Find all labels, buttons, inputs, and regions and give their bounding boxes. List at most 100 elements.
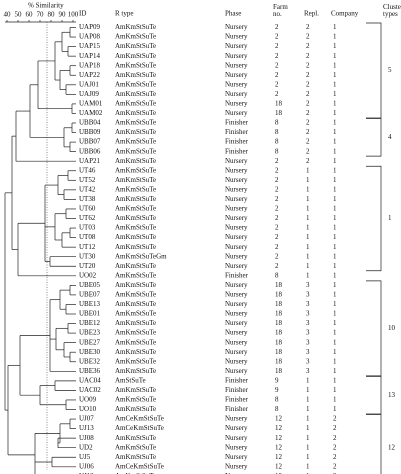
cell: 1 xyxy=(306,166,310,174)
cell: Nursery xyxy=(225,176,248,184)
cell: AmKmStSuTe xyxy=(115,195,156,203)
cell: AmKmStSuTe xyxy=(115,453,156,461)
cell: UBE01 xyxy=(79,310,101,318)
cell: 18 xyxy=(275,329,283,337)
cell: AmKmStSuTe xyxy=(115,291,156,299)
cell: UT03 xyxy=(79,224,96,232)
cell: 1 xyxy=(306,233,310,241)
cell: AmKmStSuTe xyxy=(115,443,156,451)
cell: 2 xyxy=(306,90,310,98)
cell: UAP08 xyxy=(79,33,101,41)
cell: 1 xyxy=(333,61,337,69)
cell: 2 xyxy=(333,443,337,451)
cell: 1 xyxy=(306,205,310,213)
cell: 18 xyxy=(275,109,283,117)
cell: AmKmStSuTe xyxy=(115,367,156,375)
cell: Nursery xyxy=(225,415,248,423)
cell: UAJ09 xyxy=(79,90,99,98)
column-header: Company xyxy=(331,10,359,18)
cell: Nursery xyxy=(225,233,248,241)
cell: 2 xyxy=(275,23,279,31)
cell: Nursery xyxy=(225,434,248,442)
cell: UAJ01 xyxy=(79,80,99,88)
cell: UAP21 xyxy=(79,157,101,165)
cell: AmKmStSuTe xyxy=(115,224,156,232)
cell: UT46 xyxy=(79,166,96,174)
cell: Nursery xyxy=(225,224,248,232)
cell: Nursery xyxy=(225,71,248,79)
cell: AmKmStSuTe xyxy=(115,100,156,108)
cell: Nursery xyxy=(225,157,248,165)
cell: AmKmStSuTe xyxy=(115,357,156,365)
cell: 1 xyxy=(306,405,310,413)
cluster-label: 13 xyxy=(388,391,396,399)
cell: Nursery xyxy=(225,357,248,365)
cluster-label: 5 xyxy=(388,66,392,74)
cluster-bracket xyxy=(366,414,382,474)
cell: Nursery xyxy=(225,33,248,41)
cell: UBB04 xyxy=(79,119,101,127)
axis-tick-label: 90 xyxy=(59,11,67,19)
cell: 1 xyxy=(306,262,310,270)
cell: 1 xyxy=(333,109,337,117)
cell: 2 xyxy=(333,472,337,474)
cell: 2 xyxy=(275,185,279,193)
cluster-label: 1 xyxy=(388,214,392,222)
cell: 2 xyxy=(306,61,310,69)
cell: UJ12 xyxy=(79,472,94,474)
cell: Finisher xyxy=(225,147,249,155)
cell: 1 xyxy=(333,271,337,279)
cell: 2 xyxy=(306,100,310,108)
cell: UO09 xyxy=(79,396,97,404)
cell: 1 xyxy=(333,195,337,203)
column-header: Phase xyxy=(225,10,241,18)
cell: Nursery xyxy=(225,291,248,299)
cell: 3 xyxy=(306,357,310,365)
cell: UJ13 xyxy=(79,424,94,432)
cell: Nursery xyxy=(225,310,248,318)
cell: 1 xyxy=(306,224,310,232)
cluster-bracket xyxy=(366,118,382,157)
cell: AmKmStSuTe xyxy=(115,138,156,146)
cell: AmKmStSuTe xyxy=(115,396,156,404)
cell: UT52 xyxy=(79,176,96,184)
cell: Nursery xyxy=(225,262,248,270)
cell: 1 xyxy=(333,224,337,232)
cell: 1 xyxy=(333,138,337,146)
cell: 18 xyxy=(275,300,283,308)
cell: 2 xyxy=(275,90,279,98)
cell: Nursery xyxy=(225,185,248,193)
cell: AmKmStSuTe xyxy=(115,262,156,270)
cell: 1 xyxy=(306,176,310,184)
axis-tick-label: 70 xyxy=(37,11,45,19)
cell: Finisher xyxy=(225,271,249,279)
cell: 1 xyxy=(333,185,337,193)
cell: 8 xyxy=(275,128,279,136)
cell: 1 xyxy=(306,271,310,279)
cell: AmKmStSuTe xyxy=(115,80,156,88)
cell: Finisher xyxy=(225,386,249,394)
cell: AmKmStSuTe xyxy=(115,42,156,50)
cell: 1 xyxy=(333,262,337,270)
cell: UBE27 xyxy=(79,338,101,346)
cell: Nursery xyxy=(225,42,248,50)
cell: UAM01 xyxy=(79,100,103,108)
cell: 1 xyxy=(306,462,310,470)
cell: 2 xyxy=(333,434,337,442)
cell: 1 xyxy=(333,90,337,98)
cell: AmKmStSuTe xyxy=(115,147,156,155)
cell: AmKmStSuTe xyxy=(115,386,156,394)
cell: 2 xyxy=(306,33,310,41)
cell: UJ08 xyxy=(79,434,94,442)
cell: 18 xyxy=(275,100,283,108)
cell: 3 xyxy=(306,310,310,318)
cell: 2 xyxy=(275,176,279,184)
cell: 1 xyxy=(333,23,337,31)
cell: UAP14 xyxy=(79,52,101,60)
cell: Nursery xyxy=(225,329,248,337)
cell: 2 xyxy=(275,233,279,241)
cell: 1 xyxy=(333,367,337,375)
cell: 2 xyxy=(275,252,279,260)
cell: 8 xyxy=(275,119,279,127)
cell: AmKmStSuTe xyxy=(115,185,156,193)
